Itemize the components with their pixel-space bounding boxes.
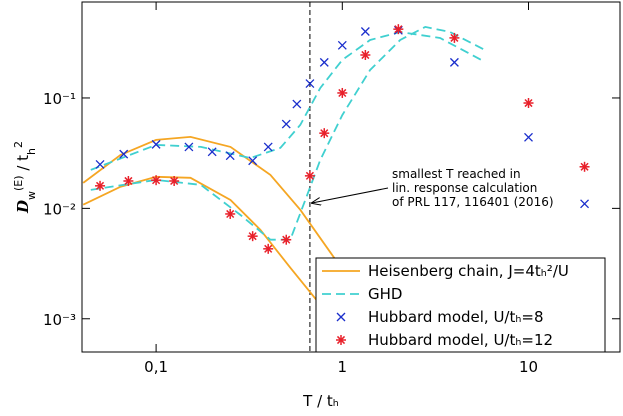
x-tick-label: 10 [519, 358, 538, 376]
y-axis-label-part: (E) [12, 175, 25, 191]
marker-stroke [524, 98, 533, 108]
data-point [337, 87, 348, 98]
x-axis-label: T / tₕ [302, 392, 339, 410]
marker-stroke [360, 27, 370, 36]
marker-stroke [95, 159, 105, 169]
marker-stroke [264, 244, 273, 253]
data-point [449, 57, 459, 67]
marker-stroke [320, 129, 329, 138]
y-axis-label-part: / t [14, 155, 32, 176]
data-point [319, 128, 330, 139]
data-point [123, 175, 134, 186]
legend-entry: Hubbard model, U/tₕ=12 [336, 331, 553, 349]
data-point [393, 24, 404, 35]
data-point [263, 142, 273, 152]
y-tick-label: 10⁻¹ [43, 90, 76, 108]
legend-entry: GHD [322, 285, 402, 303]
y-axis-label-part: 2 [12, 141, 25, 148]
data-point [360, 49, 371, 60]
curve [90, 25, 486, 241]
data-point [292, 99, 302, 109]
marker-stroke [292, 99, 302, 109]
data-point [449, 32, 460, 43]
marker-stroke [361, 50, 370, 60]
data-point [319, 57, 329, 67]
marker-stroke [225, 151, 235, 161]
marker-stroke [170, 176, 179, 186]
data-point [360, 27, 370, 36]
marker-stroke [580, 199, 590, 209]
marker-stroke [263, 142, 273, 152]
legend-entry: Heisenberg chain, J=4tₕ²/U [322, 262, 569, 280]
legend-label: Hubbard model, U/tₕ=8 [368, 308, 544, 326]
data-point [304, 170, 315, 181]
annotation: of PRL 117, 116401 (2016) [392, 195, 554, 209]
marker-stroke [337, 40, 347, 50]
marker-stroke [319, 57, 329, 67]
data-point [579, 161, 590, 172]
marker-stroke [119, 149, 129, 159]
marker-stroke [226, 209, 235, 219]
data-point [119, 149, 129, 159]
data-point [281, 234, 292, 245]
annotation-arrow [312, 187, 389, 203]
marker-stroke [336, 312, 346, 322]
marker-stroke [449, 57, 459, 67]
y-axis-label-part: h [25, 148, 38, 155]
data-point [524, 132, 533, 142]
data-point [523, 98, 534, 109]
y-axis-label-part: w [25, 191, 38, 200]
curve [90, 31, 486, 171]
y-axis-label: Dw(E) / th2 [12, 141, 38, 214]
marker-stroke [394, 25, 403, 34]
data-point [263, 243, 274, 254]
marker-stroke [95, 181, 105, 190]
data-point [151, 139, 161, 149]
marker-stroke [152, 176, 161, 185]
data-point [281, 119, 291, 129]
legend-box [315, 257, 606, 353]
marker-stroke [184, 142, 194, 152]
x-tick-label: 1 [338, 358, 348, 376]
marker-stroke [305, 79, 315, 89]
marker-stroke [151, 139, 161, 149]
data-point [225, 208, 236, 219]
data-point [184, 142, 194, 152]
marker-stroke [450, 33, 459, 42]
marker-stroke [248, 156, 258, 166]
y-tick-label: 10⁻² [43, 200, 76, 218]
marker-stroke [338, 88, 347, 98]
marker-stroke [281, 119, 291, 129]
data-point [151, 175, 162, 186]
annotation: smallest T reached in [392, 167, 521, 181]
marker-stroke [282, 235, 291, 244]
annotation: lin. response calculation [392, 181, 537, 195]
x-tick-label: 0,1 [144, 358, 168, 376]
y-axis-label-part: D [14, 200, 32, 214]
y-tick-label: 10⁻³ [43, 311, 76, 329]
data-point [225, 151, 235, 161]
data-point [337, 40, 347, 50]
marker-stroke [124, 176, 133, 186]
marker-stroke [248, 232, 257, 241]
legend-label: Heisenberg chain, J=4tₕ²/U [368, 262, 569, 280]
data-point [580, 199, 590, 209]
marker-stroke [524, 132, 533, 142]
data-point [305, 79, 315, 89]
data-point [95, 159, 105, 169]
legend-label: Hubbard model, U/tₕ=12 [368, 331, 553, 349]
legend-entry: Hubbard model, U/tₕ=8 [336, 308, 544, 326]
data-point [247, 231, 258, 242]
marker-stroke [580, 162, 589, 171]
marker-stroke [336, 335, 346, 345]
data-point [207, 147, 217, 157]
data-point [95, 180, 106, 191]
data-point [248, 156, 258, 166]
marker-stroke [207, 147, 217, 157]
marker-stroke [305, 171, 314, 180]
data-point [169, 175, 180, 186]
legend-label: GHD [368, 285, 402, 303]
